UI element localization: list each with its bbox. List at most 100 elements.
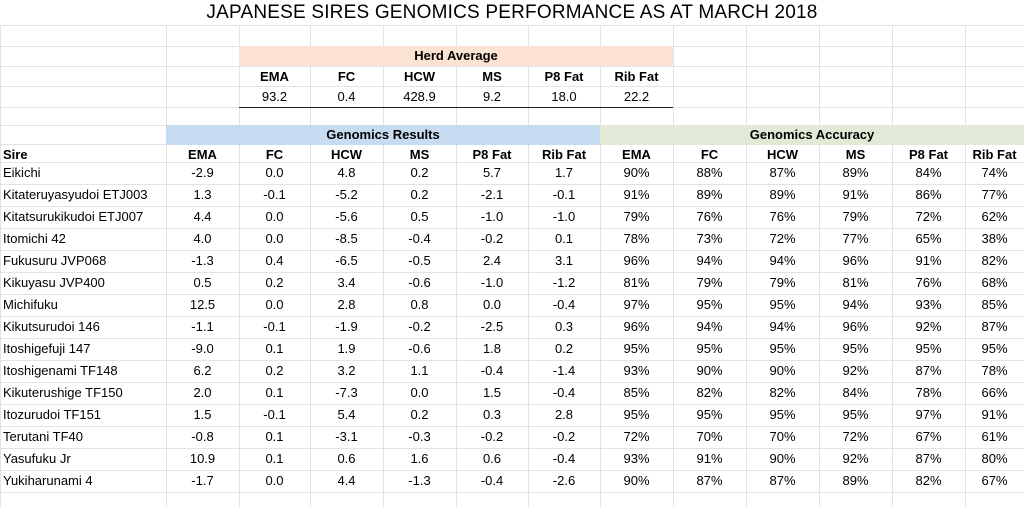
accuracy-cell[interactable]: 95%: [769, 297, 796, 312]
accuracy-cell[interactable]: 95%: [769, 407, 796, 422]
accuracy-cell[interactable]: 95%: [623, 341, 650, 356]
result-cell[interactable]: -0.8: [191, 429, 214, 444]
result-cell[interactable]: 4.4: [337, 473, 356, 488]
accuracy-cell[interactable]: 79%: [842, 209, 869, 224]
result-cell[interactable]: -6.5: [335, 253, 358, 268]
accuracy-cell[interactable]: 96%: [842, 319, 869, 334]
accuracy-cell[interactable]: 95%: [842, 407, 869, 422]
result-cell[interactable]: 0.0: [410, 385, 429, 400]
accuracy-cell[interactable]: 97%: [623, 297, 650, 312]
result-cell[interactable]: -2.5: [480, 319, 504, 334]
result-cell[interactable]: 0.1: [265, 385, 284, 400]
sire-name-cell[interactable]: Eikichi: [3, 165, 41, 180]
accuracy-cell[interactable]: 87%: [915, 451, 942, 466]
accuracy-cell[interactable]: 74%: [981, 165, 1008, 180]
accuracy-cell[interactable]: 95%: [696, 341, 723, 356]
accuracy-cell[interactable]: 82%: [915, 473, 942, 488]
result-cell[interactable]: -0.4: [552, 385, 576, 400]
result-cell[interactable]: -1.4: [552, 363, 576, 378]
result-cell[interactable]: 1.8: [482, 341, 502, 356]
accuracy-cell[interactable]: 82%: [696, 385, 723, 400]
herd-average-col-header[interactable]: P8 Fat: [544, 69, 584, 84]
result-cell[interactable]: -0.3: [408, 429, 431, 444]
result-cell[interactable]: -0.2: [408, 319, 431, 334]
sire-name-cell[interactable]: Kikutsurudoi 146: [3, 319, 100, 334]
accuracy-col-header[interactable]: HCW: [766, 147, 799, 162]
herd-average-value[interactable]: 9.2: [482, 89, 502, 104]
result-cell[interactable]: 3.1: [554, 253, 574, 268]
result-cell[interactable]: -0.4: [552, 297, 576, 312]
accuracy-cell[interactable]: 95%: [769, 341, 796, 356]
accuracy-cell[interactable]: 85%: [623, 385, 650, 400]
result-cell[interactable]: -0.6: [408, 275, 431, 290]
herd-average-col-header[interactable]: EMA: [260, 69, 289, 84]
accuracy-cell[interactable]: 89%: [769, 187, 796, 202]
result-cell[interactable]: 4.0: [193, 231, 212, 246]
result-cell[interactable]: 5.7: [482, 165, 502, 180]
result-cell[interactable]: 0.3: [554, 319, 574, 334]
accuracy-col-header[interactable]: EMA: [622, 147, 651, 162]
result-cell[interactable]: -1.7: [191, 473, 214, 488]
accuracy-cell[interactable]: 87%: [981, 319, 1008, 334]
accuracy-col-header[interactable]: MS: [845, 147, 866, 162]
sire-name-cell[interactable]: Itomichi 42: [3, 231, 66, 246]
result-cell[interactable]: 0.2: [265, 363, 284, 378]
accuracy-cell[interactable]: 91%: [696, 451, 723, 466]
accuracy-cell[interactable]: 87%: [769, 165, 796, 180]
herd-average-value[interactable]: 428.9: [403, 89, 436, 104]
accuracy-cell[interactable]: 93%: [915, 297, 942, 312]
accuracy-cell[interactable]: 96%: [623, 253, 650, 268]
herd-average-col-header[interactable]: HCW: [403, 69, 436, 84]
accuracy-cell[interactable]: 90%: [623, 473, 650, 488]
result-cell[interactable]: 0.5: [410, 209, 429, 224]
herd-average-col-header[interactable]: Rib Fat: [614, 69, 659, 84]
result-cell[interactable]: 0.0: [265, 209, 284, 224]
result-cell[interactable]: -1.3: [191, 253, 214, 268]
accuracy-cell[interactable]: 67%: [915, 429, 942, 444]
results-col-header[interactable]: HCW: [330, 147, 363, 162]
accuracy-cell[interactable]: 67%: [981, 473, 1008, 488]
result-cell[interactable]: 0.0: [265, 165, 284, 180]
accuracy-cell[interactable]: 77%: [981, 187, 1008, 202]
accuracy-cell[interactable]: 85%: [981, 297, 1008, 312]
accuracy-cell[interactable]: 95%: [696, 297, 723, 312]
accuracy-cell[interactable]: 95%: [696, 407, 723, 422]
accuracy-cell[interactable]: 87%: [696, 473, 723, 488]
sire-name-cell[interactable]: Yasufuku Jr: [3, 451, 71, 466]
sire-name-cell[interactable]: Kikuyasu JVP400: [3, 275, 105, 290]
accuracy-cell[interactable]: 90%: [769, 451, 796, 466]
result-cell[interactable]: -8.5: [335, 231, 358, 246]
accuracy-cell[interactable]: 78%: [981, 363, 1008, 378]
result-cell[interactable]: 1.9: [337, 341, 356, 356]
accuracy-cell[interactable]: 62%: [981, 209, 1008, 224]
sire-name-cell[interactable]: Kitateruyasyudoi ETJ003: [3, 187, 148, 202]
result-cell[interactable]: -0.5: [408, 253, 431, 268]
accuracy-cell[interactable]: 73%: [696, 231, 723, 246]
result-cell[interactable]: 2.8: [554, 407, 574, 422]
result-cell[interactable]: -2.9: [191, 165, 214, 180]
accuracy-cell[interactable]: 66%: [981, 385, 1008, 400]
accuracy-cell[interactable]: 93%: [623, 363, 650, 378]
result-cell[interactable]: 4.8: [337, 165, 356, 180]
result-cell[interactable]: -0.1: [552, 187, 576, 202]
result-cell[interactable]: 0.1: [554, 231, 574, 246]
results-col-header[interactable]: EMA: [188, 147, 217, 162]
result-cell[interactable]: 0.4: [265, 253, 284, 268]
result-cell[interactable]: -1.0: [480, 209, 504, 224]
accuracy-cell[interactable]: 91%: [981, 407, 1008, 422]
accuracy-cell[interactable]: 90%: [696, 363, 723, 378]
sire-name-cell[interactable]: Itozurudoi TF151: [3, 407, 102, 422]
accuracy-cell[interactable]: 94%: [696, 319, 723, 334]
result-cell[interactable]: 0.0: [265, 231, 284, 246]
result-cell[interactable]: -0.1: [263, 319, 286, 334]
result-cell[interactable]: 0.2: [410, 407, 429, 422]
result-cell[interactable]: 0.6: [482, 451, 502, 466]
result-cell[interactable]: 1.7: [554, 165, 574, 180]
sire-name-cell[interactable]: Itoshigefuji 147: [3, 341, 91, 356]
accuracy-cell[interactable]: 78%: [623, 231, 650, 246]
accuracy-cell[interactable]: 84%: [842, 385, 869, 400]
result-cell[interactable]: -2.6: [552, 473, 576, 488]
result-cell[interactable]: 0.8: [410, 297, 429, 312]
accuracy-cell[interactable]: 89%: [842, 473, 869, 488]
sire-name-cell[interactable]: Kikuterushige TF150: [3, 385, 123, 400]
